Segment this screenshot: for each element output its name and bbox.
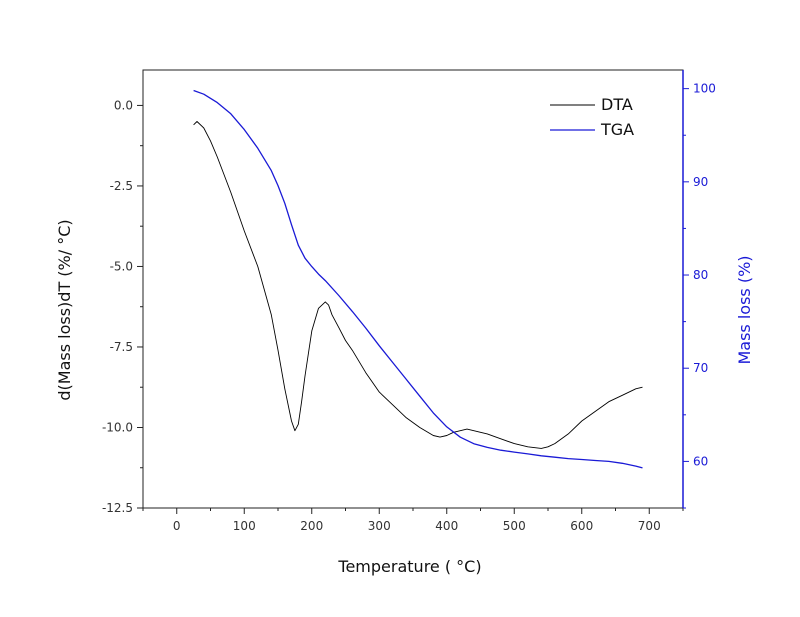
y2-tick-label: 100 bbox=[693, 82, 716, 96]
y-axis-left: 0.0 -2.5 -5.0 -7.5 -10.0 -12.5 bbox=[102, 98, 143, 515]
x-tick-label: 700 bbox=[638, 519, 661, 533]
y2-tick-label: 90 bbox=[693, 175, 708, 189]
y2-tick-label: 70 bbox=[693, 361, 708, 375]
x-tick-label: 200 bbox=[300, 519, 323, 533]
y-tick-label: -10.0 bbox=[102, 420, 133, 434]
legend-label-tga: TGA bbox=[600, 120, 634, 139]
y-axis-right: 60 70 80 90 100 bbox=[683, 82, 716, 509]
x-tick-label: 100 bbox=[233, 519, 256, 533]
y-tick-label: -12.5 bbox=[102, 501, 133, 515]
y2-tick-label: 60 bbox=[693, 454, 708, 468]
legend: DTA TGA bbox=[550, 95, 634, 139]
x-tick-label: 500 bbox=[503, 519, 526, 533]
y2-axis-title: Mass loss (%) bbox=[735, 255, 754, 364]
series-line-dta bbox=[193, 121, 643, 449]
x-tick-label: 0 bbox=[173, 519, 181, 533]
x-tick-label: 300 bbox=[368, 519, 391, 533]
series-layer bbox=[193, 89, 643, 469]
x-tick-label: 600 bbox=[570, 519, 593, 533]
x-axis-title: Temperature ( °C) bbox=[337, 557, 481, 576]
y-tick-label: -5.0 bbox=[110, 259, 133, 273]
x-axis: 0 100 200 300 400 500 600 700 bbox=[142, 508, 684, 533]
y-axis-title: d(Mass loss)dT (%/ °C) bbox=[55, 219, 74, 400]
y-tick-label: 0.0 bbox=[114, 98, 133, 112]
y-tick-label: -7.5 bbox=[110, 340, 133, 354]
y-tick-label: -2.5 bbox=[110, 179, 133, 193]
legend-label-dta: DTA bbox=[601, 95, 633, 114]
x-tick-label: 400 bbox=[435, 519, 458, 533]
series-line-tga bbox=[193, 89, 643, 469]
y2-tick-label: 80 bbox=[693, 268, 708, 282]
